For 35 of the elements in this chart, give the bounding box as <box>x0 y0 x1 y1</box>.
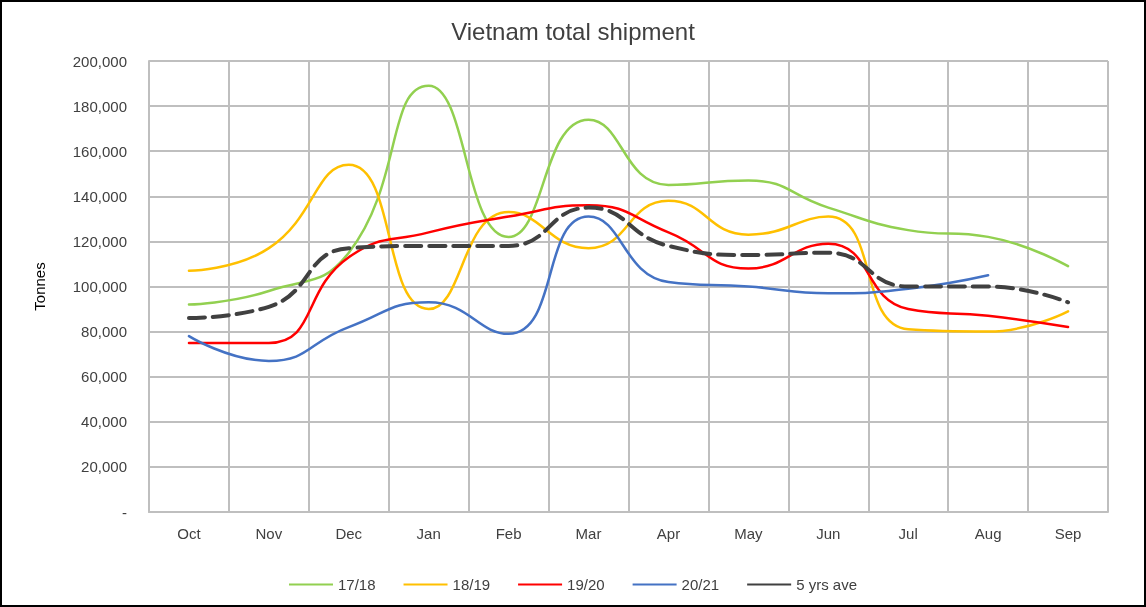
x-tick-label: Jun <box>816 525 841 542</box>
x-tick-label: May <box>734 525 764 542</box>
x-tick-label: Aug <box>974 525 1002 542</box>
legend-label: 18/19 <box>452 576 491 593</box>
y-tick-label: 140,000 <box>72 187 127 205</box>
legend-label: 19/20 <box>567 576 605 593</box>
y-tick-label: 60,000 <box>81 368 127 386</box>
y-tick-label: 160,000 <box>72 142 127 160</box>
line-series <box>187 84 1070 306</box>
y-tick-label: 40,000 <box>81 413 127 431</box>
legend-label: 5 yrs ave <box>796 576 857 593</box>
x-tick-label: Dec <box>335 525 363 542</box>
y-tick-label: 200,000 <box>72 52 127 70</box>
x-tick-label: Jan <box>416 525 441 542</box>
legend-label: 20/21 <box>681 576 720 593</box>
x-tick-label: Oct <box>177 525 202 542</box>
line-series <box>186 205 1071 321</box>
x-tick-label: Jul <box>898 525 918 542</box>
line-series <box>187 204 1070 345</box>
y-tick-label: 20,000 <box>81 458 127 476</box>
chart-title: Vietnam total shipment <box>451 17 696 45</box>
y-tick-label: 180,000 <box>72 97 127 115</box>
x-tick-label: Apr <box>656 525 681 542</box>
x-tick-label: Nov <box>255 525 283 542</box>
x-tick-label: Feb <box>495 525 522 542</box>
line-series <box>187 215 990 363</box>
y-tick-label: 80,000 <box>81 323 127 341</box>
y-tick-label: 100,000 <box>72 278 127 295</box>
x-tick-label: Sep <box>1054 525 1082 542</box>
line-series <box>187 163 1070 333</box>
y-tick-label: 120,000 <box>72 232 127 250</box>
x-tick-label: Mar <box>575 525 602 542</box>
legend-label: 17/18 <box>338 576 376 593</box>
y-tick-label: - <box>122 503 127 521</box>
y-axis-title: Tonnes <box>31 262 48 311</box>
